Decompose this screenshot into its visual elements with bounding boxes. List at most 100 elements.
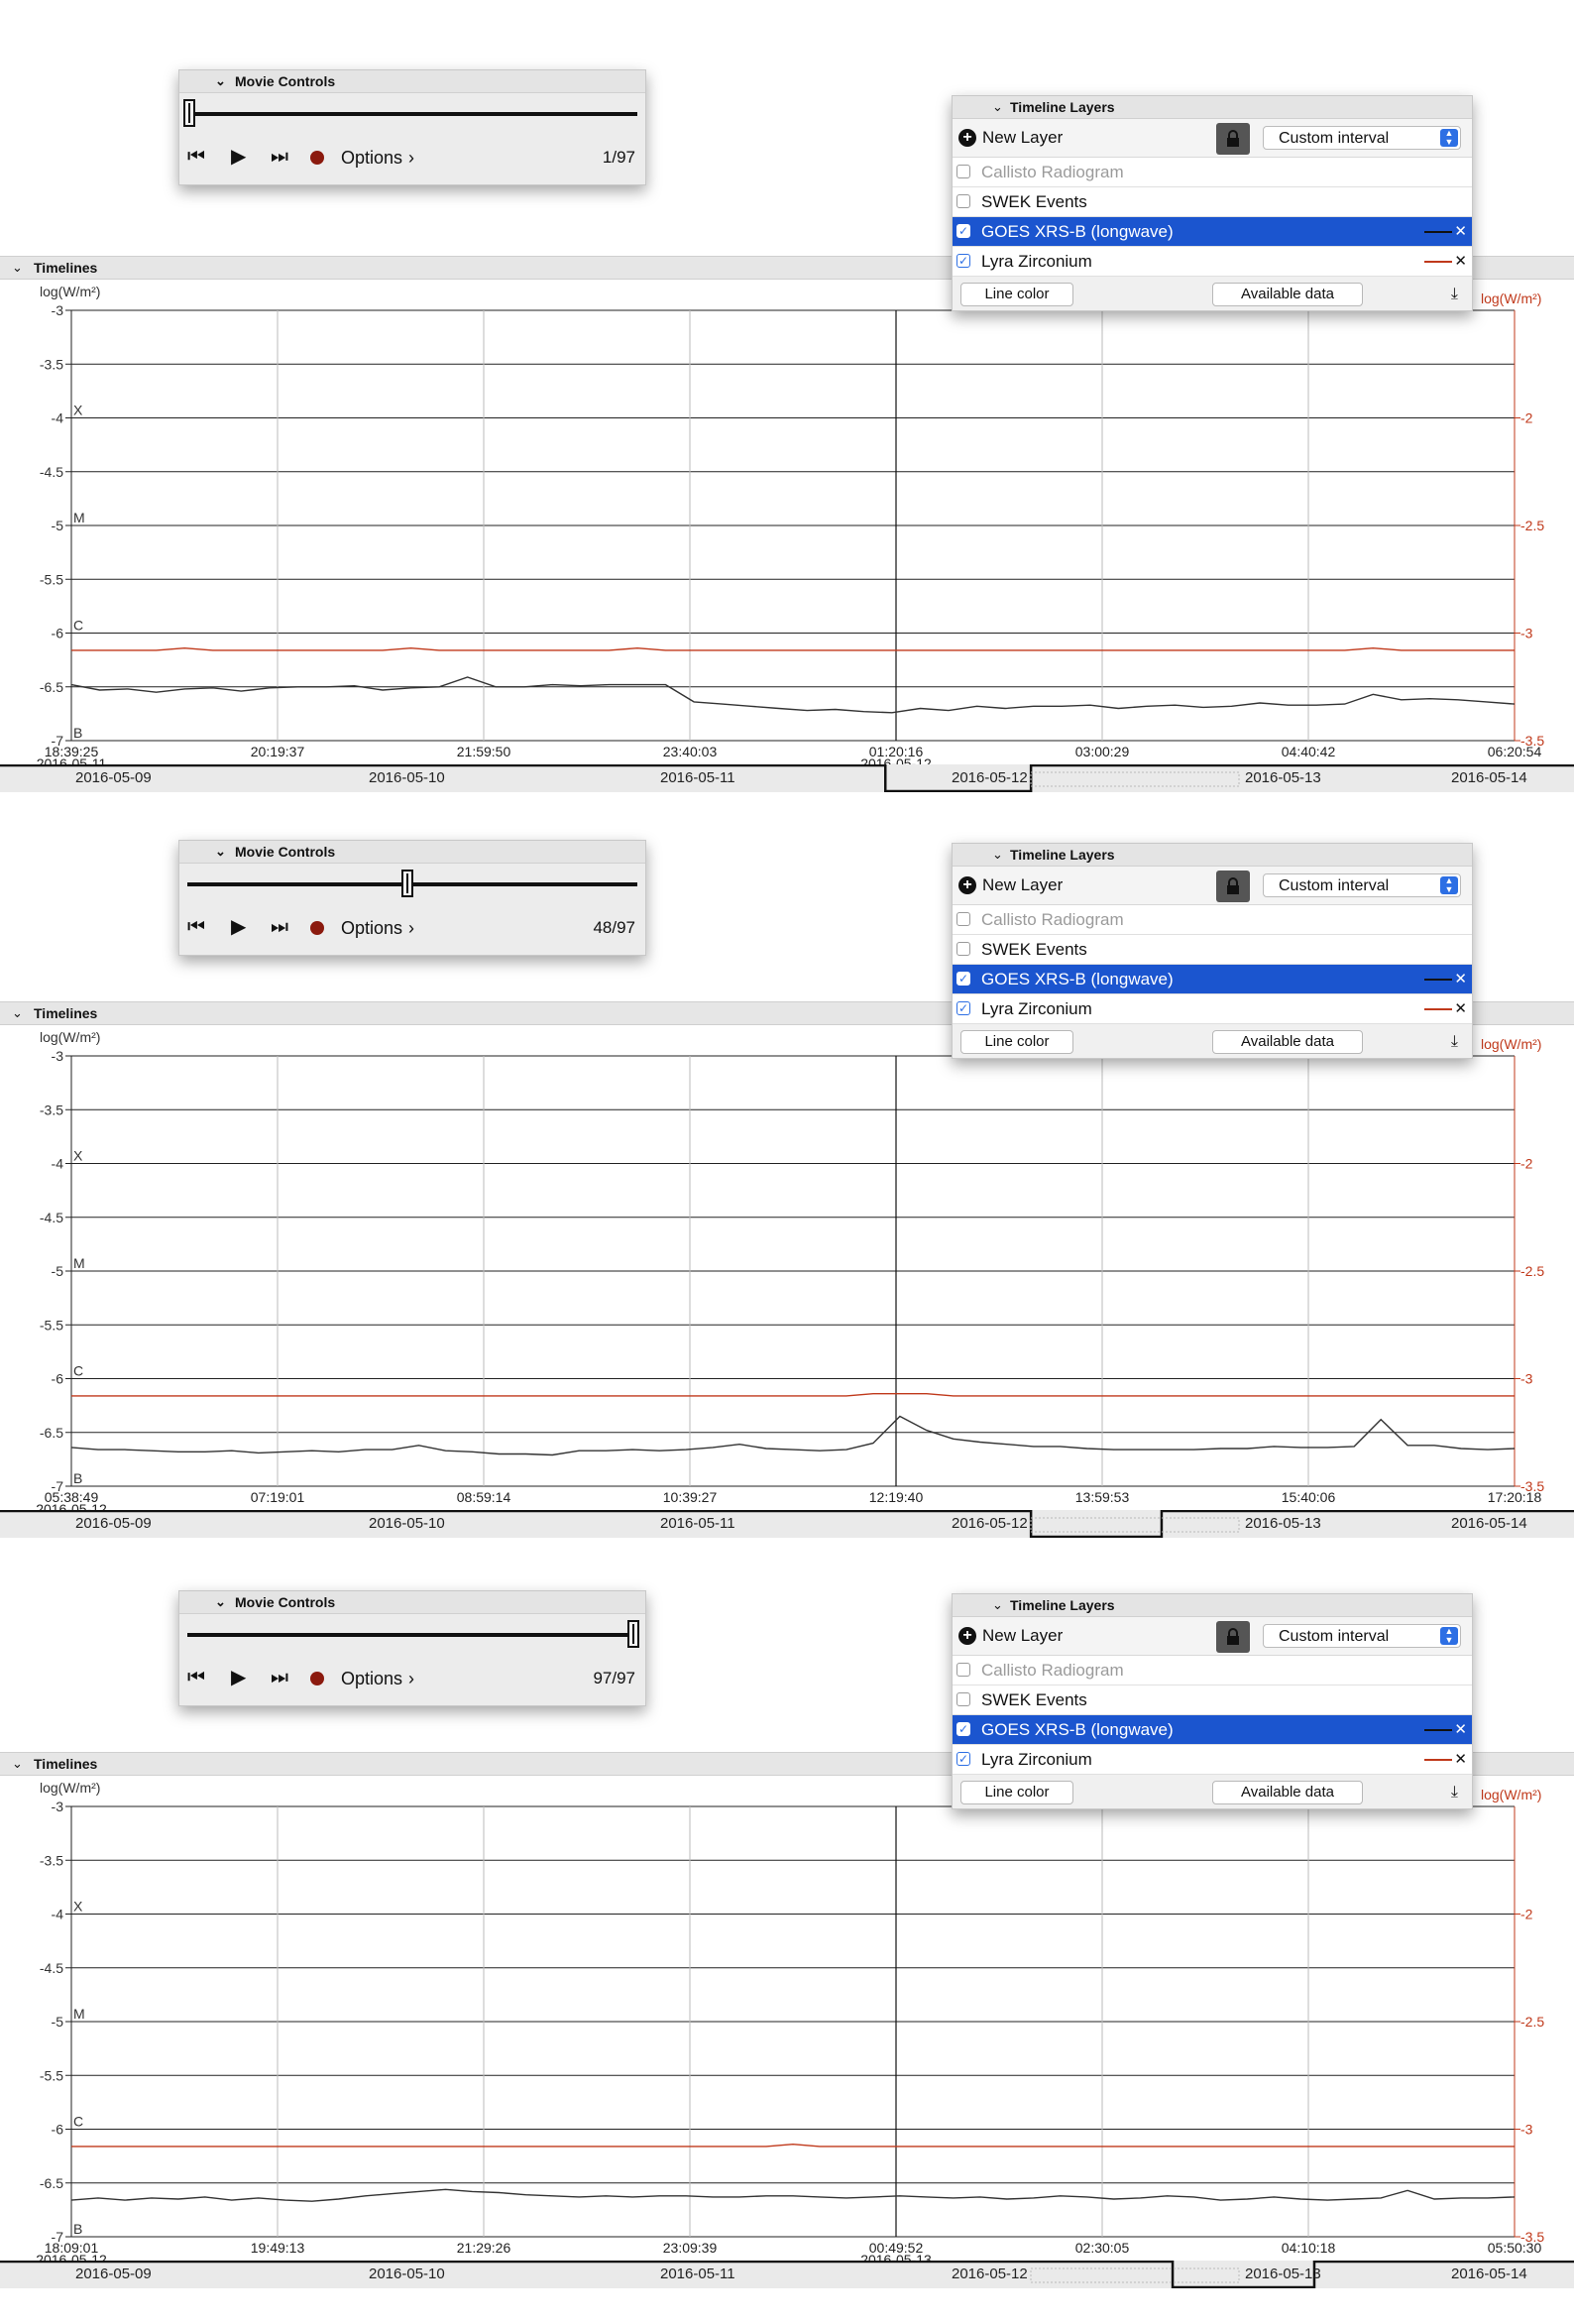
play-icon[interactable]: ▶ (231, 145, 246, 169)
step-forward-icon[interactable]: ⏭ (271, 145, 288, 169)
movie-controls-header[interactable]: ⌄ Movie Controls (179, 841, 645, 864)
frame-slider[interactable] (179, 864, 645, 905)
download-icon[interactable]: ⤓ (1451, 1033, 1458, 1051)
layer-visibility-checkbox[interactable] (956, 224, 970, 238)
select-arrows-icon[interactable]: ▲ ▼ (1440, 129, 1458, 147)
options-button[interactable]: Options › (341, 916, 414, 940)
select-arrows-icon[interactable]: ▲ ▼ (1440, 876, 1458, 894)
layer-row[interactable]: Lyra Zirconium ✕ (953, 247, 1472, 277)
remove-layer-icon[interactable]: ✕ (1454, 247, 1467, 276)
line-color-button[interactable]: Line color (960, 1030, 1073, 1054)
frame-slider[interactable] (179, 1614, 645, 1656)
layer-visibility-checkbox[interactable] (956, 972, 970, 986)
layer-row[interactable]: GOES XRS-B (longwave) ✕ (953, 965, 1472, 994)
layer-visibility-checkbox[interactable] (956, 1663, 970, 1677)
download-icon[interactable]: ⤓ (1451, 286, 1458, 303)
record-icon[interactable] (310, 1672, 324, 1685)
layer-row[interactable]: SWEK Events (953, 1685, 1472, 1715)
lock-toggle-button[interactable] (1216, 871, 1250, 902)
y-tick-label: -6.5 (40, 679, 63, 695)
layer-visibility-checkbox[interactable] (956, 1752, 970, 1766)
remove-layer-icon[interactable]: ✕ (1454, 994, 1467, 1023)
chevron-down-icon[interactable]: ⌄ (12, 257, 23, 279)
line-color-swatch (1424, 1729, 1452, 1731)
layers-toolbar: + New Layer Custom interval ▲ ▼ (953, 119, 1472, 158)
layer-visibility-checkbox[interactable] (956, 942, 970, 956)
new-layer-button[interactable]: New Layer (982, 128, 1063, 148)
timeline-chart[interactable]: -3 -3.5 -4 -4.5 -5 -5.5 -6 -6.5 -7 log(W/m²) log(W… (0, 1024, 1574, 1520)
remove-layer-icon[interactable]: ✕ (1454, 1715, 1467, 1744)
movie-controls-header[interactable]: ⌄ Movie Controls (179, 70, 645, 93)
layer-visibility-checkbox[interactable] (956, 1692, 970, 1706)
frame-slider[interactable] (179, 93, 645, 135)
step-back-icon[interactable]: ⏮ (187, 145, 205, 169)
timeline-layers-header[interactable]: ⌄ Timeline Layers (953, 96, 1472, 119)
slider-thumb[interactable] (401, 870, 413, 897)
chevron-down-icon[interactable]: ⌄ (215, 70, 226, 92)
chevron-down-icon[interactable]: ⌄ (992, 1594, 1003, 1616)
layer-visibility-checkbox[interactable] (956, 912, 970, 926)
chevron-down-icon[interactable]: ⌄ (992, 844, 1003, 866)
step-back-icon[interactable]: ⏮ (187, 915, 205, 939)
remove-layer-icon[interactable]: ✕ (1454, 1745, 1467, 1774)
layer-visibility-checkbox[interactable] (956, 194, 970, 208)
layer-row[interactable]: Callisto Radiogram (953, 905, 1472, 935)
interval-select[interactable]: Custom interval ▲ ▼ (1263, 1624, 1461, 1648)
play-icon[interactable]: ▶ (231, 1666, 246, 1689)
movie-controls-header[interactable]: ⌄ Movie Controls (179, 1591, 645, 1614)
available-data-button[interactable]: Available data (1212, 283, 1363, 306)
timeline-layers-header[interactable]: ⌄ Timeline Layers (953, 844, 1472, 867)
remove-layer-icon[interactable]: ✕ (1454, 217, 1467, 246)
line-color-button[interactable]: Line color (960, 1781, 1073, 1804)
frame-counter: 97/97 (593, 1667, 635, 1690)
timeline-chart[interactable]: -3 -3.5 -4 -4.5 -5 -5.5 -6 -6.5 -7 log(W/m²) log(W… (0, 279, 1574, 774)
add-circle-icon[interactable]: + (958, 129, 976, 147)
interval-select[interactable]: Custom interval ▲ ▼ (1263, 873, 1461, 897)
slider-thumb[interactable] (183, 99, 195, 127)
timeline-chart[interactable]: -3 -3.5 -4 -4.5 -5 -5.5 -6 -6.5 -7 log(W/m²) log(W… (0, 1775, 1574, 2270)
available-data-button[interactable]: Available data (1212, 1030, 1363, 1054)
timeline-layers-header[interactable]: ⌄ Timeline Layers (953, 1594, 1472, 1617)
download-icon[interactable]: ⤓ (1451, 1784, 1458, 1801)
available-data-button[interactable]: Available data (1212, 1781, 1363, 1804)
chevron-down-icon[interactable]: ⌄ (215, 841, 226, 863)
layer-row[interactable]: GOES XRS-B (longwave) ✕ (953, 1715, 1472, 1745)
layer-row[interactable]: Callisto Radiogram (953, 1656, 1472, 1685)
layer-row[interactable]: Callisto Radiogram (953, 158, 1472, 187)
chevron-down-icon[interactable]: ⌄ (12, 1002, 23, 1024)
layer-visibility-checkbox[interactable] (956, 165, 970, 178)
options-button[interactable]: Options › (341, 1667, 414, 1690)
chevron-down-icon[interactable]: ⌄ (992, 96, 1003, 118)
lock-toggle-button[interactable] (1216, 1621, 1250, 1653)
slider-track[interactable] (187, 1633, 637, 1637)
add-circle-icon[interactable]: + (958, 1627, 976, 1645)
layer-row[interactable]: Lyra Zirconium ✕ (953, 994, 1472, 1024)
line-color-button[interactable]: Line color (960, 283, 1073, 306)
lock-toggle-button[interactable] (1216, 123, 1250, 155)
remove-layer-icon[interactable]: ✕ (1454, 965, 1467, 993)
interval-select[interactable]: Custom interval ▲ ▼ (1263, 126, 1461, 150)
layer-visibility-checkbox[interactable] (956, 254, 970, 268)
slider-thumb[interactable] (627, 1620, 639, 1648)
layer-row[interactable]: Lyra Zirconium ✕ (953, 1745, 1472, 1775)
chevron-down-icon[interactable]: ⌄ (12, 1753, 23, 1775)
layer-row[interactable]: SWEK Events (953, 935, 1472, 965)
record-icon[interactable] (310, 921, 324, 935)
slider-track[interactable] (187, 112, 637, 116)
layer-row[interactable]: SWEK Events (953, 187, 1472, 217)
new-layer-button[interactable]: New Layer (982, 1626, 1063, 1646)
step-forward-icon[interactable]: ⏭ (271, 1666, 288, 1689)
layer-row[interactable]: GOES XRS-B (longwave) ✕ (953, 217, 1472, 247)
add-circle-icon[interactable]: + (958, 876, 976, 894)
play-icon[interactable]: ▶ (231, 915, 246, 939)
record-icon[interactable] (310, 151, 324, 165)
options-button[interactable]: Options › (341, 146, 414, 170)
select-arrows-icon[interactable]: ▲ ▼ (1440, 1627, 1458, 1645)
chevron-down-icon[interactable]: ⌄ (215, 1591, 226, 1613)
new-layer-button[interactable]: New Layer (982, 875, 1063, 895)
time-range-bar[interactable]: 2016-05-09 2016-05-10 2016-05-11 2016-05-12… (0, 2261, 1574, 2288)
step-forward-icon[interactable]: ⏭ (271, 915, 288, 939)
step-back-icon[interactable]: ⏮ (187, 1666, 205, 1689)
layer-visibility-checkbox[interactable] (956, 1722, 970, 1736)
layer-visibility-checkbox[interactable] (956, 1001, 970, 1015)
